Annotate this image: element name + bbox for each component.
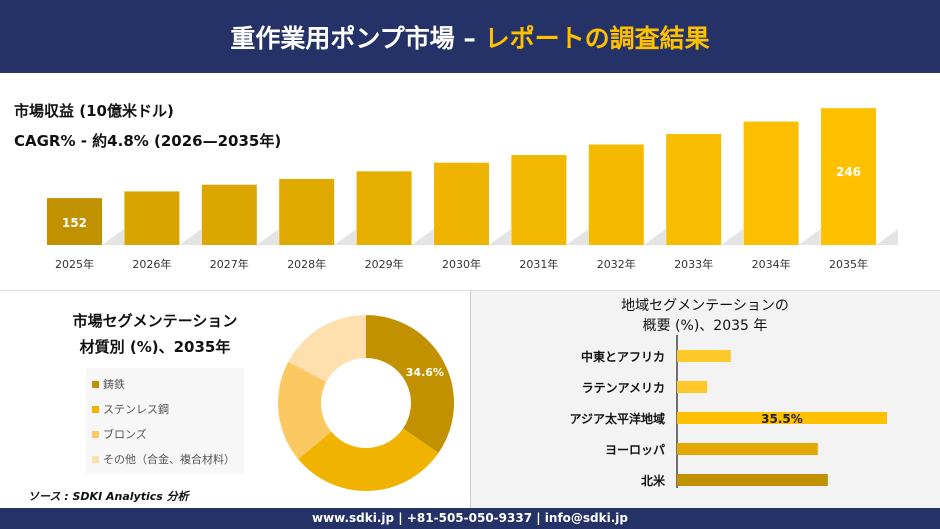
legend-swatch	[92, 406, 99, 413]
x-tick-label: 2028年	[287, 257, 326, 271]
bar-shadow	[102, 229, 124, 245]
x-tick-label: 2027年	[210, 257, 249, 271]
region-title: 地域セグメンテーションの 概要 (%)、2035 年	[470, 296, 940, 336]
region-label: 北米	[641, 473, 666, 488]
bar-shadow	[334, 229, 357, 245]
revenue-bar-chart: 2025年 152 2026年 2027年 2028年 2029年 2030年 2031年 20…	[47, 108, 898, 271]
legend-label: その他（合金、複合材料）	[103, 452, 235, 466]
region-label: 中東とアフリカ	[581, 349, 665, 364]
divider	[0, 73, 940, 76]
x-tick-label: 2030年	[442, 257, 481, 271]
donut-slice	[366, 315, 454, 453]
footer-contact: www.sdki.jp | +81-505-050-9337 | info@sd…	[0, 508, 940, 529]
revenue-bar	[743, 121, 799, 245]
legend-label: ステンレス鋼	[103, 402, 169, 416]
legend-swatch	[92, 381, 99, 388]
donut-slice	[288, 315, 366, 382]
bar-shadow	[411, 229, 434, 245]
revenue-bar	[666, 133, 722, 245]
header-banner: 重作業用ポンプ市場 – レポートの調査結果	[0, 0, 940, 73]
region-data-label: 35.5%	[761, 412, 803, 426]
section-divider	[0, 290, 940, 291]
segment-title-line2: 材質別 (%)、2035年	[79, 338, 231, 356]
legend-item: ステンレス鋼	[92, 397, 238, 422]
bar-shadow	[876, 229, 898, 245]
bar-shadow	[643, 229, 666, 245]
material-donut-chart: 34.6%	[278, 315, 454, 491]
bar-shadow	[566, 229, 589, 245]
x-tick-label: 2034年	[752, 257, 791, 271]
bar-shadow	[798, 229, 821, 245]
region-bar	[677, 412, 887, 424]
region-bar	[677, 381, 708, 393]
donut-slice	[298, 428, 439, 491]
legend-swatch	[92, 456, 99, 463]
region-label: ラテンアメリカ	[582, 381, 665, 395]
x-tick-label: 2025年	[55, 257, 94, 271]
revenue-title: 市場収益 (10億米ドル)	[14, 102, 174, 120]
region-bar	[677, 474, 828, 486]
x-tick-label: 2033年	[674, 257, 713, 271]
cagr-text: CAGR% - 約4.8% (2026—2035年)	[14, 132, 282, 150]
page-title: 重作業用ポンプ市場 –	[230, 23, 476, 53]
revenue-bar	[124, 191, 180, 245]
region-bar	[677, 350, 731, 362]
x-tick-label: 2026年	[132, 257, 171, 271]
revenue-bar	[356, 171, 412, 245]
region-label: アジア太平洋地域	[569, 411, 665, 426]
revenue-bar	[47, 198, 102, 245]
region-bar	[677, 443, 818, 455]
legend-item: ブロンズ	[92, 422, 238, 447]
legend-item: その他（合金、複合材料）	[92, 447, 238, 472]
segment-title-line1: 市場セグメンテーション	[72, 312, 238, 330]
donut-data-label: 34.6%	[406, 366, 444, 379]
data-label: 152	[62, 216, 87, 230]
x-tick-label: 2031年	[519, 257, 558, 271]
page-title-highlight: レポートの調査結果	[484, 23, 710, 53]
x-tick-label: 2032年	[597, 257, 636, 271]
x-tick-label: 2029年	[365, 257, 404, 271]
legend-label: ブロンズ	[103, 427, 147, 441]
legend-label: 鋳鉄	[103, 377, 125, 391]
data-label: 246	[836, 165, 861, 179]
bar-shadow	[721, 229, 744, 245]
donut-legend: 鋳鉄ステンレス鋼 ブロンズその他（合金、複合材料）	[86, 368, 244, 474]
revenue-bar	[201, 184, 257, 245]
bar-shadow	[179, 229, 202, 245]
region-panel	[470, 291, 940, 508]
donut-slice	[278, 361, 332, 460]
revenue-bar	[821, 108, 876, 245]
region-title-line1: 地域セグメンテーションの	[621, 298, 789, 314]
region-title-line2: 概要 (%)、2035 年	[642, 318, 768, 334]
revenue-bar	[511, 155, 567, 245]
revenue-bar	[279, 178, 335, 245]
revenue-bar	[588, 144, 644, 245]
x-tick-label: 2035年	[829, 257, 868, 271]
bar-shadow	[489, 229, 511, 245]
revenue-bar	[434, 162, 489, 245]
source-note: ソース : SDKI Analytics 分析	[28, 490, 189, 503]
legend-item: 鋳鉄	[92, 372, 238, 397]
region-label: ヨーロッパ	[605, 443, 665, 457]
bar-shadow	[256, 229, 279, 245]
legend-swatch	[92, 431, 99, 438]
segment-title: 市場セグメンテーション 材質別 (%)、2035年	[40, 308, 270, 360]
